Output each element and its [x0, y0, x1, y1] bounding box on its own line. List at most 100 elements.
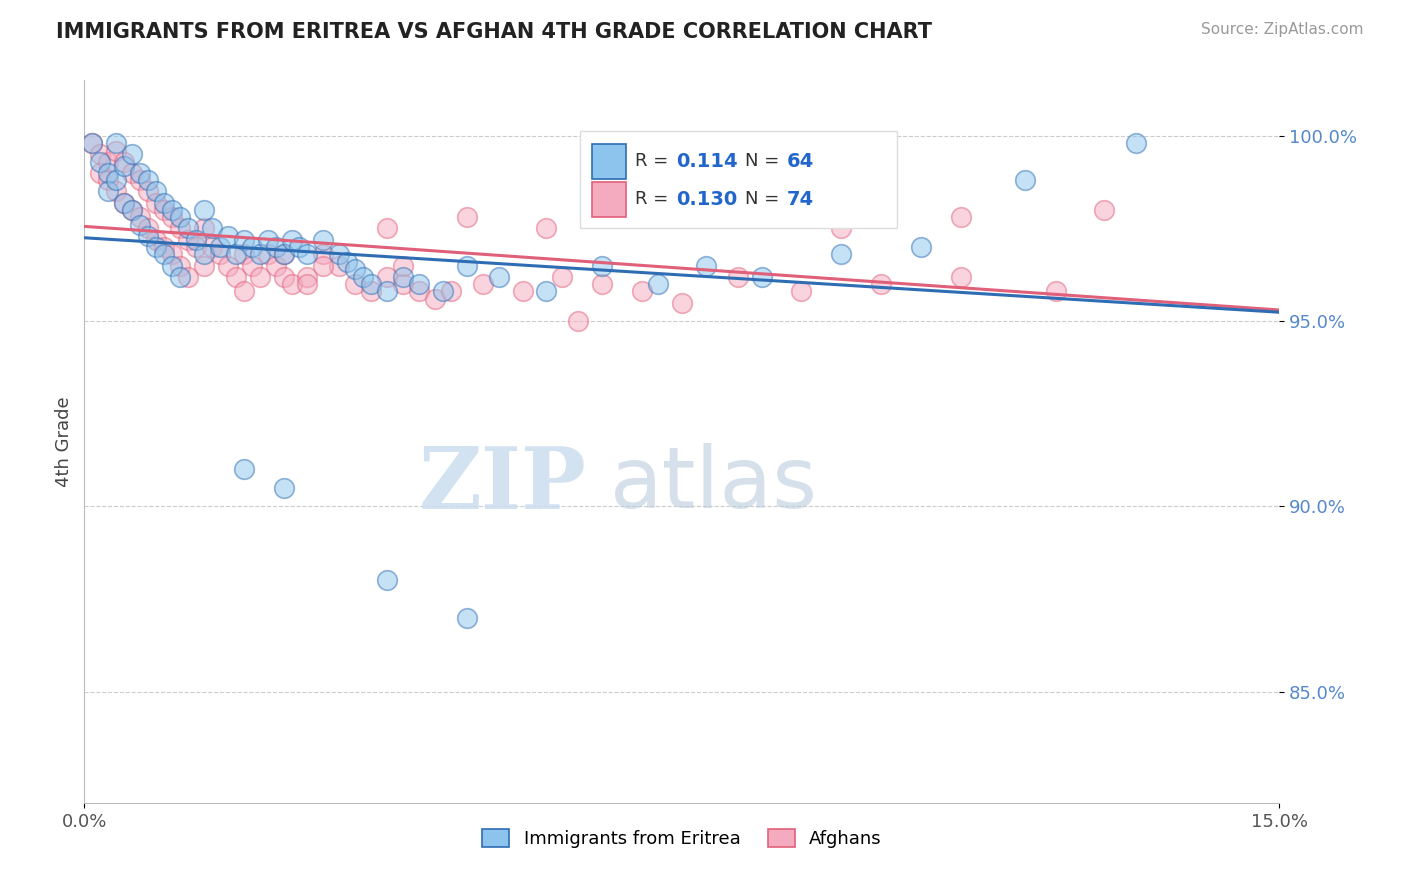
Point — [136, 221, 159, 235]
Point — [129, 166, 152, 180]
Point — [177, 269, 200, 284]
Point — [423, 292, 446, 306]
Point — [280, 233, 302, 247]
Point — [136, 185, 159, 199]
Point — [471, 277, 494, 291]
Point — [375, 574, 398, 588]
Point — [288, 240, 311, 254]
Point — [751, 269, 773, 284]
Point — [153, 247, 176, 261]
Point — [1092, 202, 1115, 217]
Point — [169, 259, 191, 273]
Point — [273, 247, 295, 261]
Text: 64: 64 — [787, 152, 814, 170]
Point — [870, 277, 893, 291]
Point — [352, 269, 374, 284]
Point — [160, 211, 183, 225]
FancyBboxPatch shape — [581, 131, 897, 228]
Point — [392, 259, 415, 273]
Point — [112, 154, 135, 169]
Point — [727, 269, 749, 284]
Point — [160, 259, 183, 273]
Point — [232, 285, 254, 299]
Point — [375, 221, 398, 235]
Point — [910, 240, 932, 254]
Point — [136, 228, 159, 243]
Text: R =: R = — [636, 153, 675, 170]
Point — [280, 277, 302, 291]
Point — [82, 136, 104, 151]
Point — [949, 269, 972, 284]
Point — [328, 247, 350, 261]
Point — [273, 269, 295, 284]
Point — [536, 285, 558, 299]
Point — [297, 247, 319, 261]
Point — [208, 247, 231, 261]
Y-axis label: 4th Grade: 4th Grade — [55, 396, 73, 487]
Point — [232, 247, 254, 261]
Point — [440, 285, 463, 299]
Point — [145, 195, 167, 210]
Text: 74: 74 — [787, 190, 814, 209]
Point — [193, 221, 215, 235]
Point — [536, 221, 558, 235]
Text: R =: R = — [636, 191, 675, 209]
Point — [121, 166, 143, 180]
Point — [160, 247, 183, 261]
Point — [631, 202, 654, 217]
Point — [232, 233, 254, 247]
Point — [201, 240, 224, 254]
Point — [169, 221, 191, 235]
Point — [336, 255, 359, 269]
Point — [297, 277, 319, 291]
Point — [105, 136, 128, 151]
Point — [169, 211, 191, 225]
Point — [184, 233, 207, 247]
Point — [129, 211, 152, 225]
Point — [392, 277, 415, 291]
Point — [631, 285, 654, 299]
Point — [432, 285, 454, 299]
Legend: Immigrants from Eritrea, Afghans: Immigrants from Eritrea, Afghans — [475, 822, 889, 855]
Point — [112, 195, 135, 210]
Text: N =: N = — [745, 191, 785, 209]
Point — [591, 277, 613, 291]
Point — [695, 259, 717, 273]
Point — [97, 185, 120, 199]
Point — [256, 247, 278, 261]
Point — [256, 233, 278, 247]
Point — [82, 136, 104, 151]
Point — [89, 154, 111, 169]
Point — [145, 233, 167, 247]
Point — [193, 247, 215, 261]
Point — [145, 240, 167, 254]
Point — [112, 195, 135, 210]
Point — [121, 202, 143, 217]
Text: 0.114: 0.114 — [676, 152, 738, 170]
Point — [153, 202, 176, 217]
Point — [217, 259, 239, 273]
FancyBboxPatch shape — [592, 144, 626, 178]
Point — [512, 285, 534, 299]
Point — [312, 247, 335, 261]
Point — [249, 247, 271, 261]
Point — [264, 240, 287, 254]
Point — [273, 247, 295, 261]
Point — [160, 202, 183, 217]
Point — [97, 154, 120, 169]
Point — [240, 240, 263, 254]
Text: 0.130: 0.130 — [676, 190, 737, 209]
Point — [392, 269, 415, 284]
Point — [949, 211, 972, 225]
Point — [488, 269, 510, 284]
Point — [830, 221, 852, 235]
Point — [1014, 173, 1036, 187]
Point — [177, 233, 200, 247]
Point — [232, 462, 254, 476]
Point — [312, 233, 335, 247]
Text: IMMIGRANTS FROM ERITREA VS AFGHAN 4TH GRADE CORRELATION CHART: IMMIGRANTS FROM ERITREA VS AFGHAN 4TH GR… — [56, 22, 932, 42]
Point — [360, 285, 382, 299]
Point — [360, 277, 382, 291]
Point — [591, 259, 613, 273]
Point — [240, 259, 263, 273]
